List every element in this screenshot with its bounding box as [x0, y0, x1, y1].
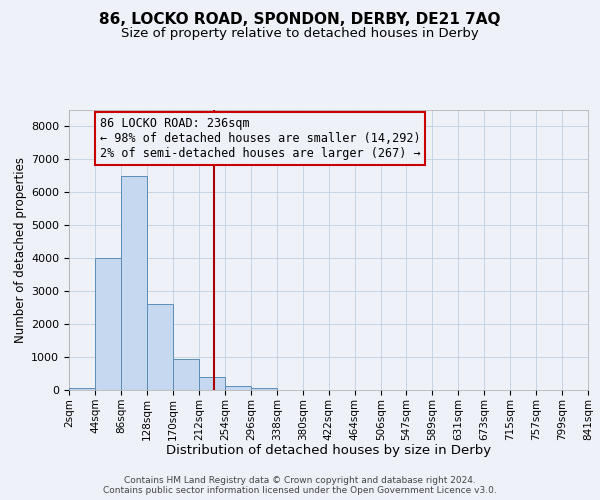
Text: Contains HM Land Registry data © Crown copyright and database right 2024.
Contai: Contains HM Land Registry data © Crown c… — [103, 476, 497, 495]
Text: 86 LOCKO ROAD: 236sqm
← 98% of detached houses are smaller (14,292)
2% of semi-d: 86 LOCKO ROAD: 236sqm ← 98% of detached … — [100, 117, 421, 160]
Y-axis label: Number of detached properties: Number of detached properties — [14, 157, 27, 343]
Bar — [173, 358, 199, 390]
Bar — [147, 304, 173, 390]
X-axis label: Distribution of detached houses by size in Derby: Distribution of detached houses by size … — [166, 444, 491, 457]
Bar — [95, 258, 121, 390]
Bar — [121, 176, 147, 390]
Text: 86, LOCKO ROAD, SPONDON, DERBY, DE21 7AQ: 86, LOCKO ROAD, SPONDON, DERBY, DE21 7AQ — [99, 12, 501, 28]
Bar — [199, 377, 225, 390]
Bar — [225, 386, 251, 390]
Text: Size of property relative to detached houses in Derby: Size of property relative to detached ho… — [121, 28, 479, 40]
Bar — [251, 388, 277, 390]
Bar — [69, 388, 95, 390]
